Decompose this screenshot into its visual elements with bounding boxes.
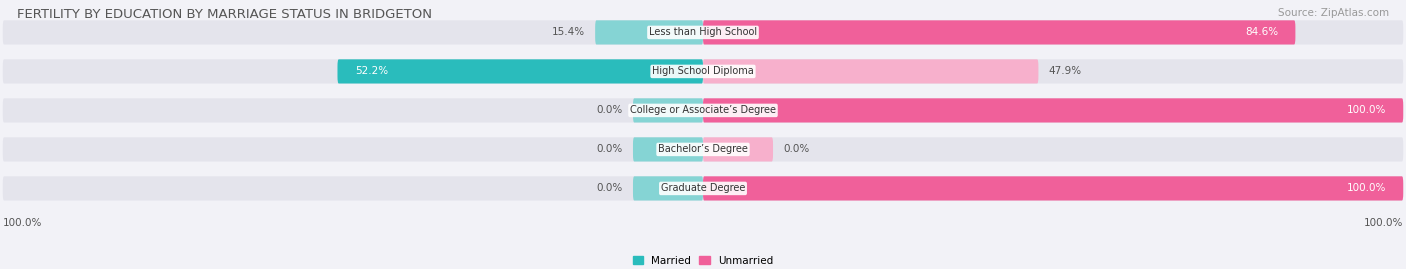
Text: High School Diploma: High School Diploma xyxy=(652,66,754,76)
Text: 100.0%: 100.0% xyxy=(1364,218,1403,228)
Text: 47.9%: 47.9% xyxy=(1049,66,1083,76)
Text: 0.0%: 0.0% xyxy=(596,183,623,193)
Text: 0.0%: 0.0% xyxy=(596,105,623,115)
FancyBboxPatch shape xyxy=(3,137,1403,161)
FancyBboxPatch shape xyxy=(595,20,703,44)
Text: 0.0%: 0.0% xyxy=(783,144,810,154)
Text: 100.0%: 100.0% xyxy=(1347,183,1386,193)
FancyBboxPatch shape xyxy=(3,98,1403,122)
Text: Graduate Degree: Graduate Degree xyxy=(661,183,745,193)
Text: College or Associate’s Degree: College or Associate’s Degree xyxy=(630,105,776,115)
Text: 84.6%: 84.6% xyxy=(1244,27,1278,37)
FancyBboxPatch shape xyxy=(633,137,703,161)
FancyBboxPatch shape xyxy=(633,176,703,200)
Legend: Married, Unmarried: Married, Unmarried xyxy=(628,252,778,269)
FancyBboxPatch shape xyxy=(703,98,1403,122)
FancyBboxPatch shape xyxy=(703,20,1295,44)
Text: Source: ZipAtlas.com: Source: ZipAtlas.com xyxy=(1278,8,1389,18)
FancyBboxPatch shape xyxy=(633,98,703,122)
FancyBboxPatch shape xyxy=(703,176,1403,200)
Text: 100.0%: 100.0% xyxy=(1347,105,1386,115)
FancyBboxPatch shape xyxy=(3,176,1403,200)
Text: 52.2%: 52.2% xyxy=(354,66,388,76)
FancyBboxPatch shape xyxy=(337,59,703,83)
Text: 100.0%: 100.0% xyxy=(3,218,42,228)
Text: FERTILITY BY EDUCATION BY MARRIAGE STATUS IN BRIDGETON: FERTILITY BY EDUCATION BY MARRIAGE STATU… xyxy=(17,8,432,21)
Text: Bachelor’s Degree: Bachelor’s Degree xyxy=(658,144,748,154)
FancyBboxPatch shape xyxy=(3,20,1403,44)
FancyBboxPatch shape xyxy=(703,137,773,161)
Text: 15.4%: 15.4% xyxy=(551,27,585,37)
Text: 0.0%: 0.0% xyxy=(596,144,623,154)
FancyBboxPatch shape xyxy=(3,59,1403,83)
FancyBboxPatch shape xyxy=(703,59,1039,83)
Text: Less than High School: Less than High School xyxy=(650,27,756,37)
